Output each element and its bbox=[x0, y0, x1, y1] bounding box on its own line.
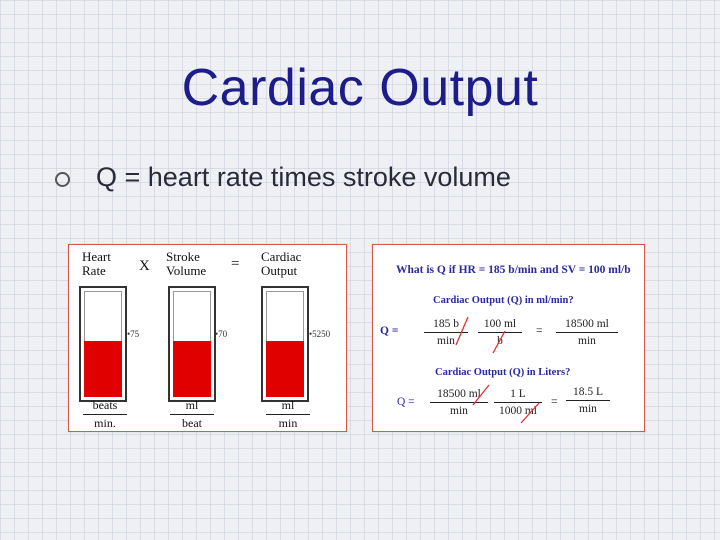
value-text: 70 bbox=[218, 329, 228, 339]
cardiac-output-header: Cardiac Output bbox=[261, 250, 301, 278]
numerator: 1 L bbox=[494, 388, 542, 403]
numerator: 18500 ml bbox=[430, 388, 488, 403]
numerator: 18.5 L bbox=[566, 386, 610, 401]
fraction-hr: 185 b min bbox=[424, 318, 468, 347]
denominator: min bbox=[579, 403, 597, 415]
subheading-liters: Cardiac Output (Q) in Liters? bbox=[435, 367, 571, 378]
stroke-volume-header: Stroke Volume bbox=[166, 250, 206, 278]
heart-rate-header: Heart Rate bbox=[82, 250, 111, 278]
cancel-stroke bbox=[472, 384, 490, 406]
heart-rate-value: •75 bbox=[127, 329, 140, 339]
cardiac-output-example: What is Q if HR = 185 b/min and SV = 100… bbox=[372, 244, 645, 432]
cancellation-strokes bbox=[455, 316, 540, 424]
fraction-result-liters: 18.5 L min bbox=[566, 386, 610, 415]
unit-numerator: ml bbox=[266, 398, 310, 415]
denominator: min bbox=[578, 335, 596, 347]
bullet-circle-icon bbox=[55, 172, 70, 187]
equals-sign: = bbox=[536, 325, 543, 337]
example-question: What is Q if HR = 185 b/min and SV = 100… bbox=[396, 264, 631, 276]
value-text: 5250 bbox=[312, 329, 331, 339]
header-line: Rate bbox=[82, 263, 106, 278]
numerator: 18500 ml bbox=[556, 318, 618, 333]
unit-denominator: min bbox=[278, 416, 298, 430]
slide-title: Cardiac Output bbox=[181, 59, 539, 117]
numerator: 185 b bbox=[424, 318, 468, 333]
header-line: Cardiac bbox=[261, 249, 302, 264]
equals-operator: = bbox=[231, 256, 240, 272]
cancel-stroke bbox=[520, 402, 540, 424]
stroke-volume-unit: ml beat bbox=[170, 398, 214, 431]
cardiac-output-value: •5250 bbox=[309, 329, 331, 339]
header-line: Output bbox=[261, 263, 298, 278]
stroke-volume-tube bbox=[168, 286, 216, 402]
header-line: Volume bbox=[166, 263, 207, 278]
fraction-ml-per-min: 18500 ml min bbox=[430, 388, 488, 417]
value-text: 75 bbox=[130, 329, 140, 339]
tube-fill bbox=[266, 341, 304, 397]
numerator: 100 ml bbox=[478, 318, 522, 333]
q-label-2: Q = bbox=[397, 396, 415, 408]
stroke-volume-value: •70 bbox=[215, 329, 228, 339]
cardiac-output-tube bbox=[261, 286, 309, 402]
header-line: Stroke bbox=[166, 249, 200, 264]
heart-rate-tube bbox=[79, 286, 127, 402]
times-operator: X bbox=[139, 258, 150, 274]
unit-numerator: beats bbox=[83, 398, 127, 415]
denominator: min bbox=[450, 405, 468, 417]
unit-numerator: ml bbox=[170, 398, 214, 415]
tube-fill bbox=[173, 341, 211, 397]
subheading-ml-per-min: Cardiac Output (Q) in ml/min? bbox=[433, 295, 574, 306]
denominator: 1000 ml bbox=[498, 405, 537, 417]
unit-denominator: min. bbox=[94, 416, 116, 430]
heart-rate-unit: beats min. bbox=[83, 398, 127, 431]
bullet-text: Q = heart rate times stroke volume bbox=[96, 162, 511, 192]
cancel-stroke bbox=[492, 330, 506, 354]
header-line: Heart bbox=[82, 249, 111, 264]
cardiac-output-diagram: Heart Rate X Stroke Volume = Cardiac Out… bbox=[68, 244, 347, 432]
denominator: min bbox=[437, 335, 455, 347]
fraction-result-ml: 18500 ml min bbox=[556, 318, 618, 347]
tube-fill bbox=[84, 341, 122, 397]
q-label-1: Q = bbox=[380, 325, 399, 337]
cardiac-output-unit: ml min bbox=[266, 398, 310, 431]
fraction-liter-conversion: 1 L 1000 ml bbox=[494, 388, 542, 417]
equals-sign: = bbox=[551, 396, 558, 408]
unit-denominator: beat bbox=[182, 416, 202, 430]
cancel-stroke bbox=[455, 316, 469, 346]
